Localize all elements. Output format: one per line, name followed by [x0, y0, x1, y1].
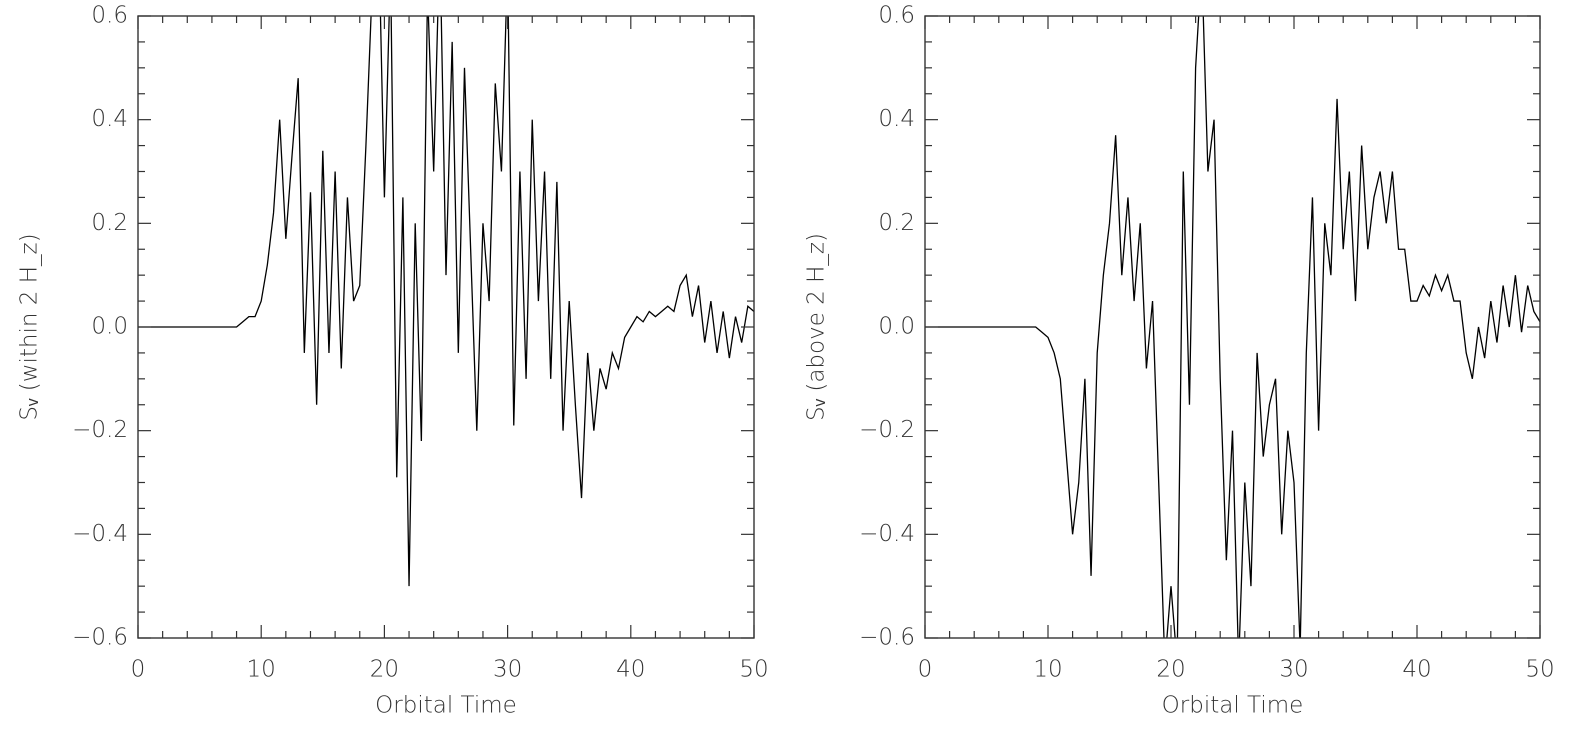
y-tick-label: 0.6	[878, 3, 915, 29]
y-tick-label: 0.6	[91, 3, 128, 29]
panel: 0 10 20 30 40 50 −0.6 −0.4 −0.2 0.0 0.2 0.4 0.6 Orbit…	[17, 3, 769, 719]
data-line	[138, 16, 754, 587]
data-line	[925, 16, 1540, 638]
y-tick-label: −0.6	[859, 625, 915, 651]
y-axis-label: Sᵥ (within 2 H_z)	[17, 233, 43, 420]
x-tick-label: 20	[1156, 657, 1185, 683]
x-tick-label: 30	[1279, 657, 1308, 683]
y-axis-label: Sᵥ (above 2 H_z)	[804, 233, 830, 421]
x-tick-label: 50	[1525, 657, 1554, 683]
y-tick-label: 0.2	[878, 210, 915, 236]
y-tick-label: 0.0	[91, 314, 128, 340]
x-axis-label: Orbital Time	[1162, 693, 1304, 719]
x-tick-label: 0	[131, 657, 146, 683]
y-tick-label: −0.2	[859, 417, 915, 443]
x-tick-label: 50	[739, 657, 768, 683]
panel: 0 10 20 30 40 50 −0.6 −0.4 −0.2 0.0 0.2 0.4 0.6 Orbit…	[804, 3, 1555, 719]
y-tick-label: 0.4	[91, 106, 128, 132]
x-tick-label: 40	[1402, 657, 1431, 683]
x-tick-label: 20	[370, 657, 399, 683]
y-tick-label: −0.4	[859, 521, 915, 547]
x-tick-label: 10	[247, 657, 276, 683]
y-tick-label: −0.2	[72, 417, 128, 443]
x-tick-label: 30	[493, 657, 522, 683]
x-axis-label: Orbital Time	[375, 693, 517, 719]
x-tick-label: 0	[918, 657, 933, 683]
y-tick-label: 0.2	[91, 210, 128, 236]
x-tick-label: 10	[1033, 657, 1062, 683]
y-tick-label: 0.4	[878, 106, 915, 132]
y-tick-label: 0.0	[878, 314, 915, 340]
x-tick-label: 40	[616, 657, 645, 683]
y-tick-label: −0.4	[72, 521, 128, 547]
y-tick-label: −0.6	[72, 625, 128, 651]
